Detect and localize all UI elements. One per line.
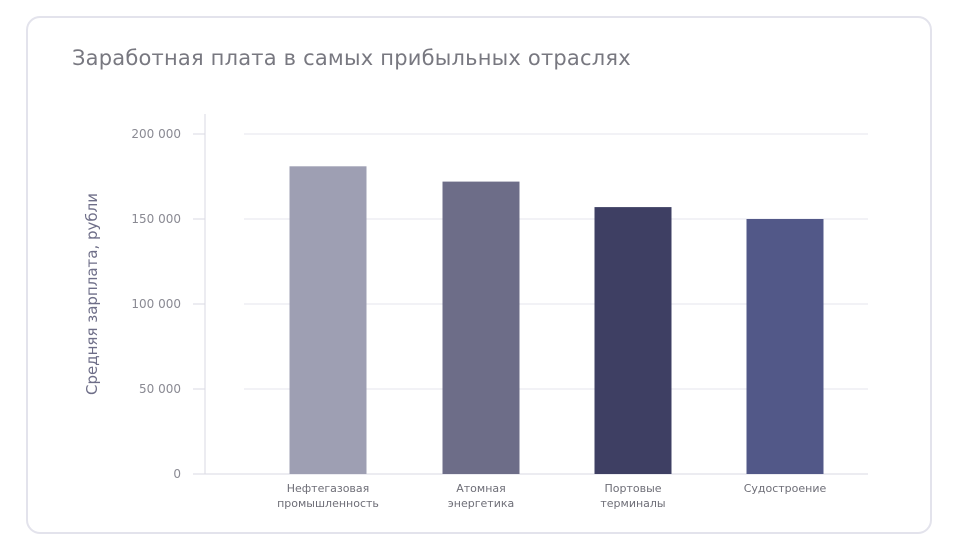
y-tick-label: 0 (173, 467, 181, 481)
y-tick-label: 200 000 (131, 127, 181, 141)
bar (289, 166, 367, 475)
x-tick-label: энергетика (448, 497, 514, 510)
x-tick-label: терминалы (600, 497, 665, 510)
x-tick-label: Судостроение (744, 482, 827, 495)
y-axis-title: Средняя зарплата, рубли (83, 193, 101, 395)
x-tick-label: Атомная (456, 482, 506, 495)
chart-title: Заработная плата в самых прибыльных отра… (72, 46, 631, 70)
x-tick-label: Портовые (604, 482, 661, 495)
bars (289, 166, 824, 475)
y-tick-label: 100 000 (131, 297, 181, 311)
axes (193, 114, 206, 475)
x-tick-label: Нефтегазовая (287, 482, 370, 495)
y-tick-label: 50 000 (139, 382, 181, 396)
bar (746, 219, 824, 474)
bar (594, 207, 672, 474)
x-tick-label: промышленность (277, 497, 379, 510)
bar (442, 181, 520, 474)
labels: 0 50 000 100 000 150 000 200 000 Нефтегазовая… (131, 127, 826, 510)
y-tick-label: 150 000 (131, 212, 181, 226)
